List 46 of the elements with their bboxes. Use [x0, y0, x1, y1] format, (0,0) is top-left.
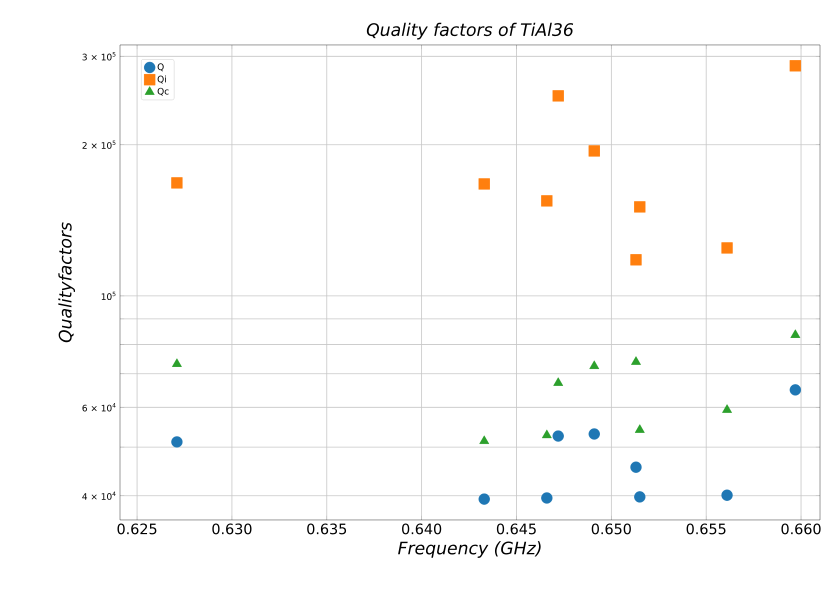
point — [588, 428, 600, 440]
point — [552, 90, 564, 102]
point — [478, 493, 490, 505]
y-tick-label: 2 × 10$^{5}$ — [82, 140, 116, 149]
point — [552, 430, 564, 442]
point — [171, 436, 183, 448]
y-tick-label: 3 × 10$^{5}$ — [82, 52, 116, 60]
point — [722, 404, 732, 413]
legend-label: Q — [158, 63, 164, 72]
point — [589, 360, 600, 370]
point — [172, 358, 182, 367]
point — [171, 177, 183, 189]
x-tick-label: 0.630 — [212, 523, 252, 534]
legend-label: Qc — [158, 88, 169, 96]
y-tick-label: 10$^{5}$ — [102, 292, 116, 300]
point — [631, 356, 641, 365]
point — [634, 201, 646, 213]
point — [721, 490, 733, 501]
x-tick-label: 0.625 — [117, 523, 156, 534]
y-tick-label: 4 × 10$^{4}$ — [82, 492, 116, 500]
x-tick-label: 0.660 — [781, 523, 821, 534]
y-tick-label: 6 × 10$^{4}$ — [82, 403, 116, 412]
x-tick-label: 0.655 — [686, 523, 726, 534]
point — [588, 145, 600, 157]
x-axis-title: Frequency (GHz) — [398, 541, 541, 558]
legend-label: Qi — [158, 76, 166, 84]
point — [790, 384, 802, 396]
chart-title: Quality factors of TiAl36 — [366, 22, 574, 40]
x-tick-label: 0.635 — [307, 523, 346, 534]
y-axis-title: Qualityfactors — [58, 222, 76, 342]
point — [478, 178, 490, 190]
point — [541, 492, 553, 504]
point — [634, 491, 646, 503]
point — [634, 424, 645, 433]
x-tick-label: 0.640 — [402, 523, 442, 534]
point — [553, 377, 564, 386]
point — [479, 435, 490, 444]
point — [630, 254, 642, 266]
point — [721, 242, 733, 254]
point — [542, 430, 552, 438]
point — [790, 60, 802, 72]
point — [630, 462, 642, 473]
point — [790, 329, 800, 338]
x-tick-label: 0.645 — [496, 523, 536, 534]
x-tick-label: 0.650 — [592, 523, 631, 534]
point — [541, 195, 553, 207]
